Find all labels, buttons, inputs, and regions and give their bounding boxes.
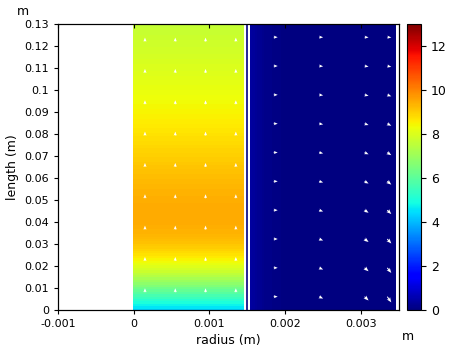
Text: m: m: [402, 330, 414, 343]
Y-axis label: length (m): length (m): [6, 134, 18, 200]
Text: m: m: [17, 5, 29, 18]
X-axis label: radius (m): radius (m): [196, 334, 261, 347]
